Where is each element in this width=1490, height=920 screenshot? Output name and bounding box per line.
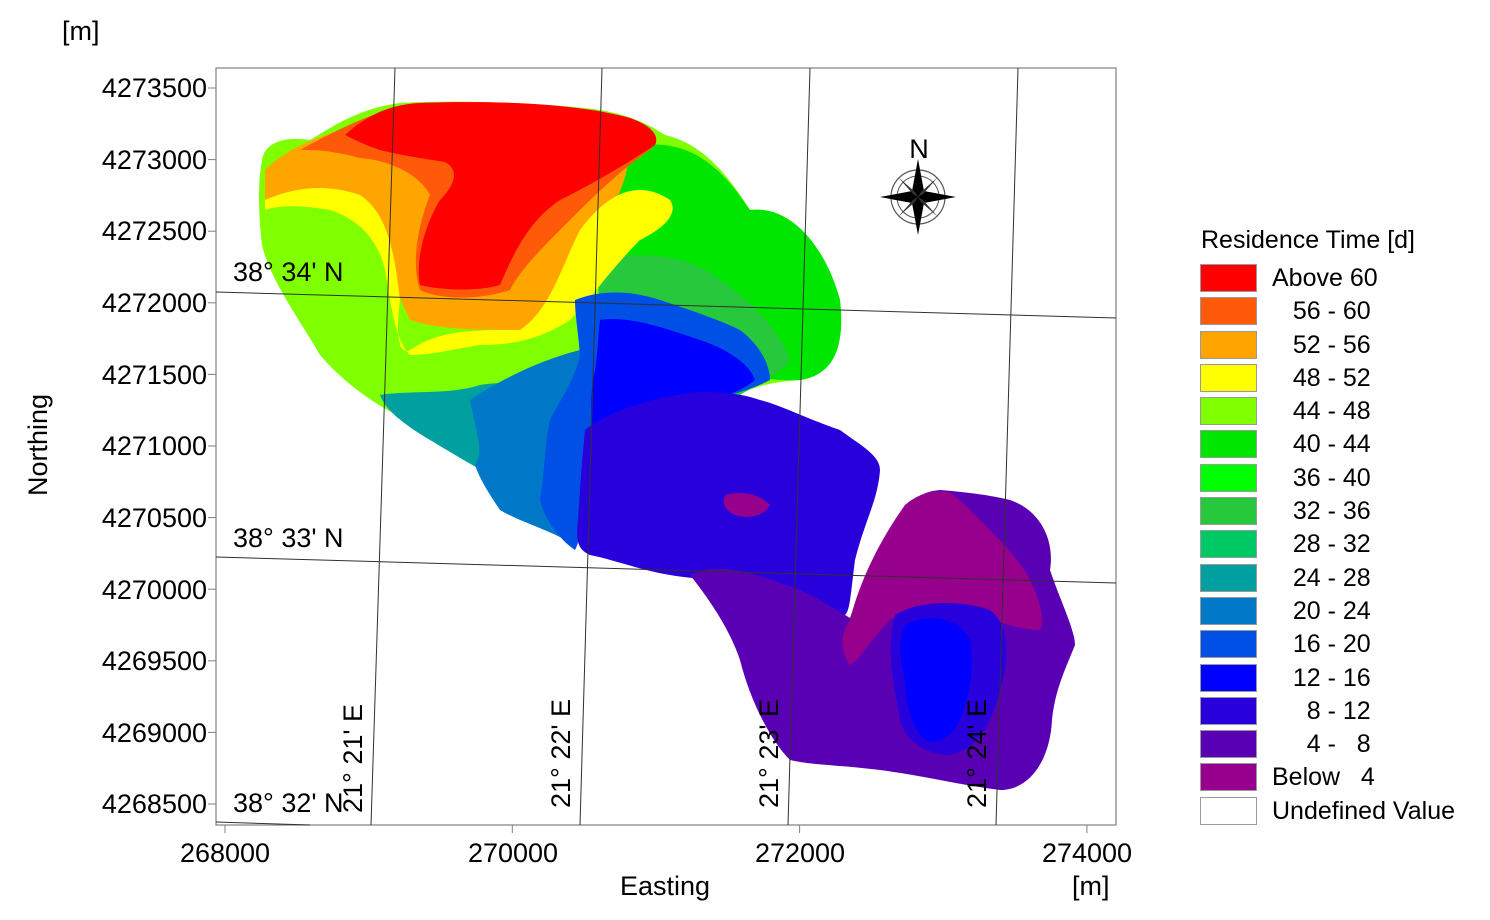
legend-item: 48 - 52 <box>1200 362 1485 395</box>
x-tick-label: 274000 <box>1042 838 1132 868</box>
x-axis-title: Easting <box>620 871 710 901</box>
legend-item: Undefined Value <box>1200 795 1485 828</box>
legend-label: 36 - 40 <box>1272 463 1371 492</box>
legend-title: Residence Time [d] <box>1201 226 1415 254</box>
legend-swatch <box>1200 497 1257 526</box>
legend-label: 44 - 48 <box>1272 397 1371 426</box>
legend-item: 8 - 12 <box>1200 695 1485 728</box>
y-tick-label: 4268500 <box>102 789 207 819</box>
y-tick-label: 4271000 <box>102 431 207 461</box>
x-tick-label: 270000 <box>468 838 558 868</box>
latitude-label: 38° 32' N <box>233 788 344 818</box>
legend: Residence Time [d] Above 60 56 - 60 52 -… <box>1200 226 1485 828</box>
x-tick-label: 268000 <box>180 838 270 868</box>
latitude-label: 38° 33' N <box>233 523 344 553</box>
legend-label: 24 - 28 <box>1272 563 1371 592</box>
units-label-top: [m] <box>62 16 100 46</box>
legend-swatch <box>1200 730 1257 759</box>
longitude-label: 21° 24' E <box>962 699 992 808</box>
y-tick-label: 4272500 <box>102 216 207 246</box>
legend-item: Above 60 <box>1200 262 1485 295</box>
legend-item: Below 4 <box>1200 761 1485 794</box>
legend-label: 12 - 16 <box>1272 663 1371 692</box>
legend-label: Below 4 <box>1272 763 1375 792</box>
legend-item: 28 - 32 <box>1200 528 1485 561</box>
x-axis-ticks <box>224 825 1088 833</box>
y-tick-label: 4273000 <box>102 145 207 175</box>
units-label-bottom: [m] <box>1072 871 1110 901</box>
longitude-label: 21° 21' E <box>338 704 368 813</box>
y-axis-title: Northing <box>23 394 53 496</box>
legend-label: 8 - 12 <box>1272 696 1371 725</box>
longitude-label: 21° 23' E <box>754 699 784 808</box>
legend-swatch <box>1200 663 1257 692</box>
legend-item: 24 - 28 <box>1200 562 1485 595</box>
latitude-label: 38° 34' N <box>233 257 344 287</box>
y-axis-ticks <box>208 87 216 805</box>
legend-item: 36 - 40 <box>1200 462 1485 495</box>
legend-swatch <box>1200 363 1257 392</box>
legend-item: 16 - 20 <box>1200 628 1485 661</box>
legend-rows: Above 60 56 - 60 52 - 56 48 - 52 44 - 48… <box>1200 262 1485 828</box>
legend-label: Undefined Value <box>1272 796 1456 825</box>
legend-label: 52 - 56 <box>1272 330 1371 359</box>
legend-label: Above 60 <box>1272 264 1378 292</box>
y-tick-label: 4270000 <box>102 575 207 605</box>
legend-label: 28 - 32 <box>1272 530 1371 559</box>
legend-swatch <box>1200 463 1257 492</box>
legend-label: 56 - 60 <box>1272 297 1371 326</box>
legend-label: 4 - 8 <box>1272 730 1371 759</box>
legend-label: 40 - 44 <box>1272 430 1371 459</box>
y-tick-label: 4269000 <box>102 718 207 748</box>
longitude-label: 21° 22' E <box>546 699 576 808</box>
legend-swatch <box>1200 297 1257 326</box>
legend-item: 4 - 8 <box>1200 728 1485 761</box>
legend-label: 48 - 52 <box>1272 363 1371 392</box>
legend-swatch <box>1200 397 1257 426</box>
north-arrow-icon <box>880 159 956 235</box>
legend-item: 52 - 56 <box>1200 329 1485 362</box>
legend-swatch <box>1200 563 1257 592</box>
y-tick-label: 4272000 <box>102 288 207 318</box>
legend-swatch <box>1200 530 1257 559</box>
legend-swatch <box>1200 596 1257 625</box>
residence-time-raster <box>259 101 1075 790</box>
legend-swatch <box>1200 796 1257 825</box>
graticule <box>215 67 1117 826</box>
legend-label: 20 - 24 <box>1272 596 1371 625</box>
legend-item: 12 - 16 <box>1200 662 1485 695</box>
legend-swatch <box>1200 330 1257 359</box>
legend-item: 20 - 24 <box>1200 595 1485 628</box>
y-tick-label: 4273500 <box>102 73 207 103</box>
legend-item: 32 - 36 <box>1200 495 1485 528</box>
legend-swatch <box>1200 630 1257 659</box>
y-tick-label: 4270500 <box>102 503 207 533</box>
legend-swatch <box>1200 696 1257 725</box>
legend-label: 16 - 20 <box>1272 630 1371 659</box>
y-tick-label: 4271500 <box>102 360 207 390</box>
legend-item: 56 - 60 <box>1200 295 1485 328</box>
legend-label: 32 - 36 <box>1272 497 1371 526</box>
legend-swatch <box>1200 763 1257 792</box>
legend-swatch <box>1200 264 1257 292</box>
legend-swatch <box>1200 430 1257 459</box>
legend-item: 44 - 48 <box>1200 395 1485 428</box>
x-tick-label: 272000 <box>755 838 845 868</box>
legend-item: 40 - 44 <box>1200 428 1485 461</box>
north-arrow-label: N <box>909 134 929 164</box>
y-tick-label: 4269500 <box>102 646 207 676</box>
